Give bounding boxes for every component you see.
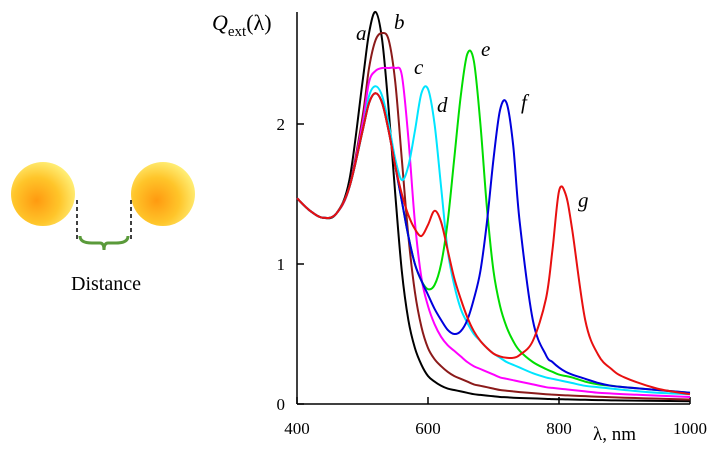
y-axis-symbol: Q [212,10,228,35]
series-line [296,31,691,401]
distance-bracket [78,235,130,251]
series-label: d [437,93,448,117]
x-tick-label: 400 [284,419,310,438]
series-label: f [521,90,530,114]
series-label: c [414,55,424,79]
series-line [296,11,691,403]
x-tick-label: 600 [415,419,441,438]
distance-label: Distance [71,273,141,295]
x-tick-label: 1000 [673,419,707,438]
series-line [296,49,691,394]
series-label: a [356,21,367,45]
x-tick-label: 800 [546,419,572,438]
y-tick-label: 1 [277,255,286,274]
diagram: Distance [11,162,195,295]
particle [131,162,195,226]
series-line [296,66,691,398]
y-axis-subscript: ext [228,24,247,40]
series-label: g [578,188,589,212]
y-tick-label: 0 [277,395,286,414]
y-axis-argument: (λ) [246,10,271,35]
y-axis-title: Qext(λ) [212,10,272,40]
y-tick-label: 2 [277,115,286,134]
series-label: b [394,10,405,34]
series-label: e [481,37,490,61]
x-axis-title: λ, nm [593,424,636,445]
particle [11,162,75,226]
series-line [296,92,691,396]
series-line [296,85,691,396]
